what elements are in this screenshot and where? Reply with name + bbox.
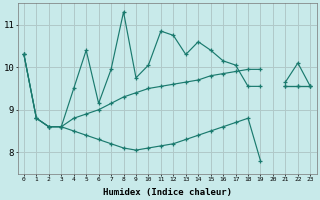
X-axis label: Humidex (Indice chaleur): Humidex (Indice chaleur) xyxy=(103,188,232,197)
